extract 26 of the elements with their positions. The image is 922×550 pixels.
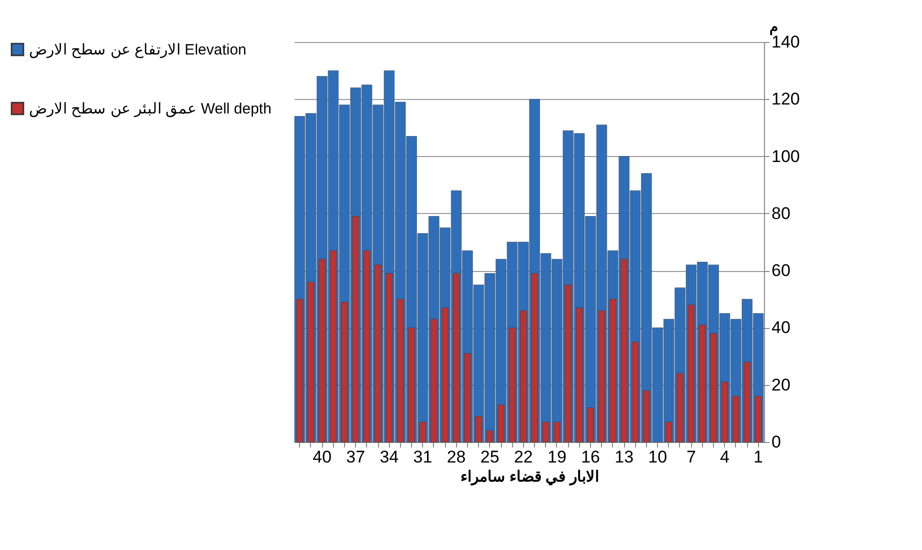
x-tick-label: 28 [446,448,466,466]
x-tick-label: 1 [754,448,764,466]
y-axis-title: م [770,18,778,36]
y-tick-label: 60 [772,261,790,280]
x-tick-label: 34 [380,448,399,466]
x-tick-label: 10 [648,448,668,466]
x-axis-title: الابار في قضاء سامراء [460,468,599,486]
y-tick-label: 120 [772,90,800,109]
x-tick-label: 4 [720,448,730,466]
x-tick-label: 19 [548,448,566,466]
x-tick-label: 22 [514,448,533,466]
x-tick-label: 13 [614,448,634,466]
x-tick-label: 31 [413,448,432,466]
y-tick-label: 0 [772,432,781,452]
y-tick-label: 80 [772,204,790,223]
legend-label: عمق البئر عن سطح الارض Well depth [29,100,272,118]
y-tick-label: 140 [772,32,800,52]
x-tick-label: 37 [346,448,366,466]
y-tick-label: 40 [772,318,790,338]
y-tick-label: 20 [772,375,790,394]
x-tick-label: 16 [581,448,600,466]
x-tick-label: 7 [686,448,696,466]
x-tick-label: 40 [312,448,332,466]
legend-label: الارتفاع عن سطح الارض Elevation [29,42,246,58]
x-tick-label: 25 [480,448,500,466]
y-tick-label: 100 [772,146,800,166]
